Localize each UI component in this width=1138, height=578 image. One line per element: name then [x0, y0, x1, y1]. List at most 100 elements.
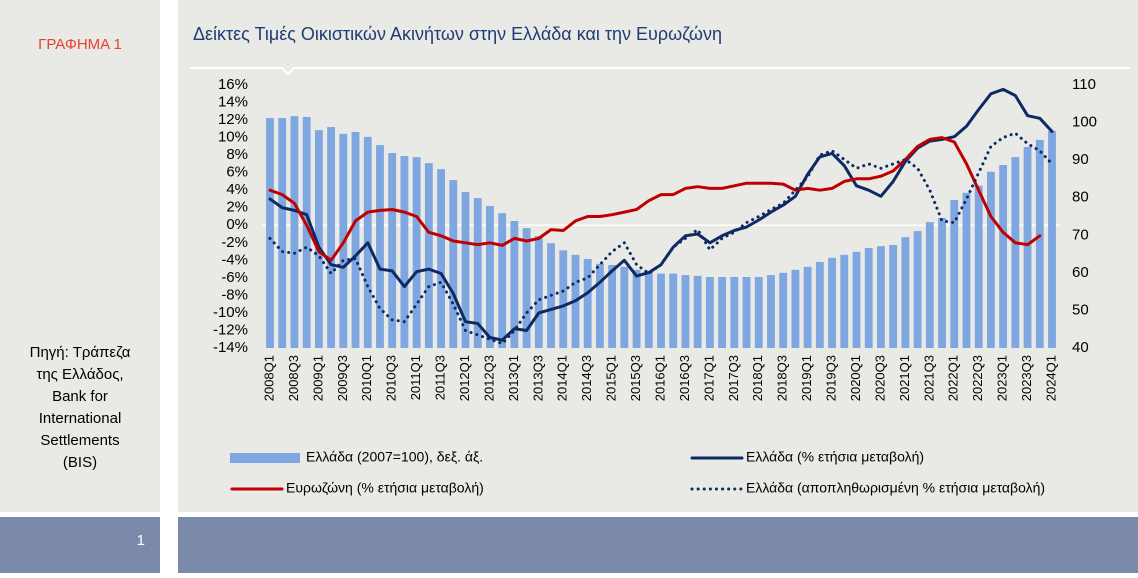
- bar: [644, 271, 653, 348]
- bar: [815, 261, 824, 348]
- bar: [632, 269, 641, 348]
- bar: [962, 192, 971, 348]
- x-tick-label: 2022Q1: [946, 355, 961, 401]
- bar: [742, 276, 751, 348]
- y2-tick-label: 70: [1072, 226, 1089, 243]
- footer-left: [0, 517, 160, 573]
- y2-tick-label: 90: [1072, 151, 1089, 168]
- bar: [595, 263, 604, 348]
- chart-title: Δείκτες Τιμές Οικιστικών Ακινήτων στην Ε…: [193, 24, 722, 44]
- x-tick-label: 2021Q1: [897, 355, 912, 401]
- y-tick-label: 2%: [226, 199, 248, 216]
- y-tick-label: 12%: [218, 111, 248, 128]
- bar: [705, 276, 714, 348]
- x-tick-label: 2013Q3: [530, 355, 545, 401]
- x-tick-label: 2016Q1: [652, 355, 667, 401]
- x-tick-label: 2023Q3: [1019, 355, 1034, 401]
- bar: [925, 222, 934, 348]
- y-tick-label: 14%: [218, 94, 248, 111]
- legend-label: Ελλάδα (2007=100), δεξ. άξ.: [306, 449, 483, 465]
- y2-tick-label: 60: [1072, 264, 1089, 281]
- bar: [486, 205, 494, 348]
- y-tick-label: -14%: [213, 339, 248, 356]
- x-tick-label: 2015Q1: [604, 355, 619, 401]
- sidebar: [0, 0, 160, 512]
- bar: [620, 266, 629, 348]
- bar: [437, 169, 445, 348]
- x-tick-label: 2018Q3: [775, 355, 790, 401]
- x-tick-label: 2014Q1: [555, 355, 570, 401]
- bar: [266, 118, 274, 348]
- bar: [852, 251, 861, 348]
- y-tick-label: 16%: [218, 76, 248, 93]
- source-line: Bank for: [52, 388, 108, 405]
- bar: [938, 218, 946, 348]
- bar: [754, 276, 763, 348]
- bar: [803, 266, 812, 348]
- bar: [522, 228, 531, 348]
- source-line: Πηγή: Τράπεζα: [30, 344, 131, 361]
- bar: [974, 185, 983, 348]
- bar: [583, 258, 592, 348]
- bar: [657, 273, 665, 348]
- x-tick-label: 2013Q1: [506, 355, 521, 401]
- bar: [302, 116, 311, 348]
- y-tick-label: 6%: [226, 164, 248, 181]
- bar: [913, 231, 922, 348]
- x-tick-label: 2011Q3: [433, 355, 448, 400]
- y-tick-label: -4%: [221, 251, 248, 268]
- title-rule: [190, 67, 1130, 76]
- source-line: (BIS): [63, 454, 97, 471]
- bar: [449, 180, 458, 348]
- bar: [1048, 130, 1056, 348]
- bar: [534, 236, 543, 348]
- x-tick-label: 2020Q3: [872, 355, 887, 401]
- bar: [498, 213, 507, 348]
- x-tick-label: 2024Q1: [1043, 355, 1058, 401]
- bar: [877, 246, 885, 348]
- bar: [461, 192, 470, 348]
- bar: [510, 221, 519, 348]
- bar: [828, 257, 836, 348]
- legend-swatch: [230, 453, 300, 463]
- bar: [376, 145, 384, 348]
- y-tick-label: 0%: [226, 216, 248, 233]
- y-tick-label: -6%: [221, 269, 248, 286]
- x-tick-label: 2019Q1: [799, 355, 814, 401]
- x-tick-label: 2008Q3: [286, 355, 301, 401]
- bar: [473, 198, 482, 348]
- bar: [559, 250, 568, 348]
- bar: [278, 118, 287, 348]
- y2-tick-label: 100: [1072, 114, 1097, 131]
- y-tick-label: -10%: [213, 304, 248, 321]
- y-tick-label: 10%: [218, 129, 248, 146]
- source-line: της Ελλάδος,: [36, 366, 123, 383]
- line: [268, 136, 1042, 262]
- x-tick-label: 2020Q1: [848, 355, 863, 401]
- bar: [791, 269, 800, 348]
- bar: [986, 171, 995, 348]
- x-tick-label: 2021Q3: [921, 355, 936, 401]
- footer-right: [178, 517, 1138, 573]
- x-tick-label: 2022Q3: [970, 355, 985, 401]
- bar: [608, 264, 617, 348]
- bar: [1023, 146, 1032, 348]
- bar: [999, 165, 1008, 348]
- bar: [864, 248, 873, 348]
- bar: [718, 276, 727, 348]
- bar: [730, 276, 739, 348]
- line: [268, 131, 1054, 346]
- source-line: Settlements: [40, 432, 119, 449]
- bar: [327, 127, 336, 348]
- x-tick-label: 2009Q1: [310, 355, 325, 401]
- x-tick-label: 2010Q1: [359, 355, 374, 401]
- y-tick-label: -12%: [213, 321, 248, 338]
- y2-tick-label: 80: [1072, 189, 1089, 206]
- bar: [351, 131, 360, 348]
- x-tick-label: 2014Q3: [579, 355, 594, 401]
- bar: [901, 237, 910, 348]
- bar: [290, 116, 299, 348]
- x-tick-label: 2016Q3: [677, 355, 692, 401]
- bar: [1035, 139, 1044, 348]
